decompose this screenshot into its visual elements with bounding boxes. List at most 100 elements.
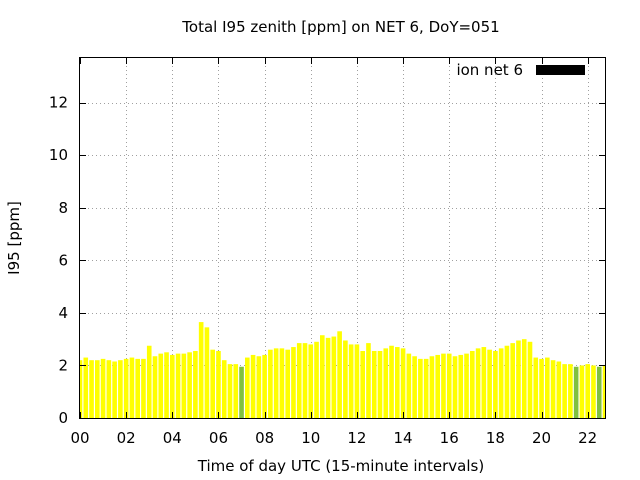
ticks: [80, 58, 605, 419]
bar: [545, 357, 550, 418]
x-tick-label: 20: [532, 429, 551, 447]
bar: [146, 345, 152, 418]
bar: [296, 343, 302, 418]
bar: [285, 349, 290, 418]
bar: [516, 340, 521, 418]
bar: [210, 349, 215, 418]
bar: [579, 365, 585, 418]
bar: [498, 348, 504, 418]
bar: [573, 366, 579, 418]
bar: [366, 343, 371, 418]
legend-label: ion net 6: [456, 61, 523, 79]
bar: [256, 356, 262, 418]
bar: [337, 331, 342, 418]
legend-swatch: [536, 65, 585, 75]
y-tick-label: 8: [58, 199, 68, 217]
bar: [602, 365, 605, 418]
bar: [135, 358, 140, 418]
bar: [204, 327, 210, 418]
x-tick-label: 02: [117, 429, 136, 447]
bar: [493, 350, 498, 418]
y-tick-labels: 0 2 4 6 8 10 12: [49, 94, 68, 427]
bar: [487, 349, 492, 418]
bar: [596, 366, 602, 418]
y-tick-label: 2: [58, 356, 68, 374]
bar: [458, 354, 464, 418]
bar: [343, 340, 348, 418]
bar: [100, 358, 106, 418]
bar: [262, 354, 267, 418]
bar: [227, 364, 233, 418]
bar: [141, 358, 146, 418]
grid: [80, 58, 605, 418]
bar: [533, 357, 539, 418]
bar: [452, 356, 458, 418]
bars: [80, 322, 605, 418]
bar: [245, 357, 250, 418]
x-tick-label: 12: [347, 429, 366, 447]
chart-title: Total I95 zenith [ppm] on NET 6, DoY=051: [181, 18, 499, 36]
bar: [435, 354, 440, 418]
x-tick-label: 00: [70, 429, 89, 447]
bar: [83, 357, 89, 418]
bar: [475, 348, 481, 418]
y-tick-label: 0: [58, 409, 68, 427]
bar: [395, 347, 400, 418]
x-tick-labels: 00 02 04 06 08 10 12 14 16 18 20 22: [70, 429, 597, 447]
bar: [279, 348, 285, 418]
bar: [585, 364, 590, 418]
bar: [95, 360, 100, 418]
bar: [510, 343, 515, 418]
x-tick-label: 06: [209, 429, 228, 447]
bar: [423, 358, 429, 418]
bar: [591, 365, 596, 418]
legend: ion net 6: [456, 61, 585, 79]
bar: [129, 357, 135, 418]
bar: [371, 350, 377, 418]
bar: [291, 347, 296, 418]
bar: [123, 358, 129, 418]
x-tick-label: 04: [163, 429, 182, 447]
bar: [412, 356, 417, 418]
bar: [112, 361, 117, 418]
bar: [418, 358, 423, 418]
bar: [446, 353, 452, 418]
bar: [308, 344, 314, 418]
bar: [568, 364, 573, 418]
y-tick-label: 4: [58, 304, 68, 322]
bar: [527, 341, 533, 418]
x-tick-label: 16: [440, 429, 459, 447]
x-tick-label: 22: [578, 429, 597, 447]
bar: [556, 361, 562, 418]
bar: [470, 350, 475, 418]
bar: [550, 360, 556, 418]
bar: [187, 352, 192, 418]
bar: [521, 339, 527, 418]
bar: [221, 360, 227, 418]
y-tick-label: 12: [49, 94, 68, 112]
bar: [320, 335, 325, 418]
bar: [389, 345, 394, 418]
bar: [89, 360, 94, 418]
bar: [429, 356, 435, 418]
bar: [250, 354, 256, 418]
bar: [406, 353, 412, 418]
y-tick-label: 10: [49, 146, 68, 164]
bar: [302, 343, 308, 418]
y-tick-label: 6: [58, 251, 68, 269]
bar: [377, 350, 383, 418]
x-tick-label: 18: [486, 429, 505, 447]
bar: [314, 341, 319, 418]
bar: [464, 353, 469, 418]
bar: [181, 353, 187, 418]
bar: [158, 353, 164, 418]
bar: [106, 360, 112, 418]
bar: [193, 350, 198, 418]
bar: [539, 358, 544, 418]
x-tick-label: 08: [255, 429, 274, 447]
bar: [562, 364, 567, 418]
bar: [441, 353, 446, 418]
bar: [216, 350, 221, 418]
bar: [273, 348, 279, 418]
